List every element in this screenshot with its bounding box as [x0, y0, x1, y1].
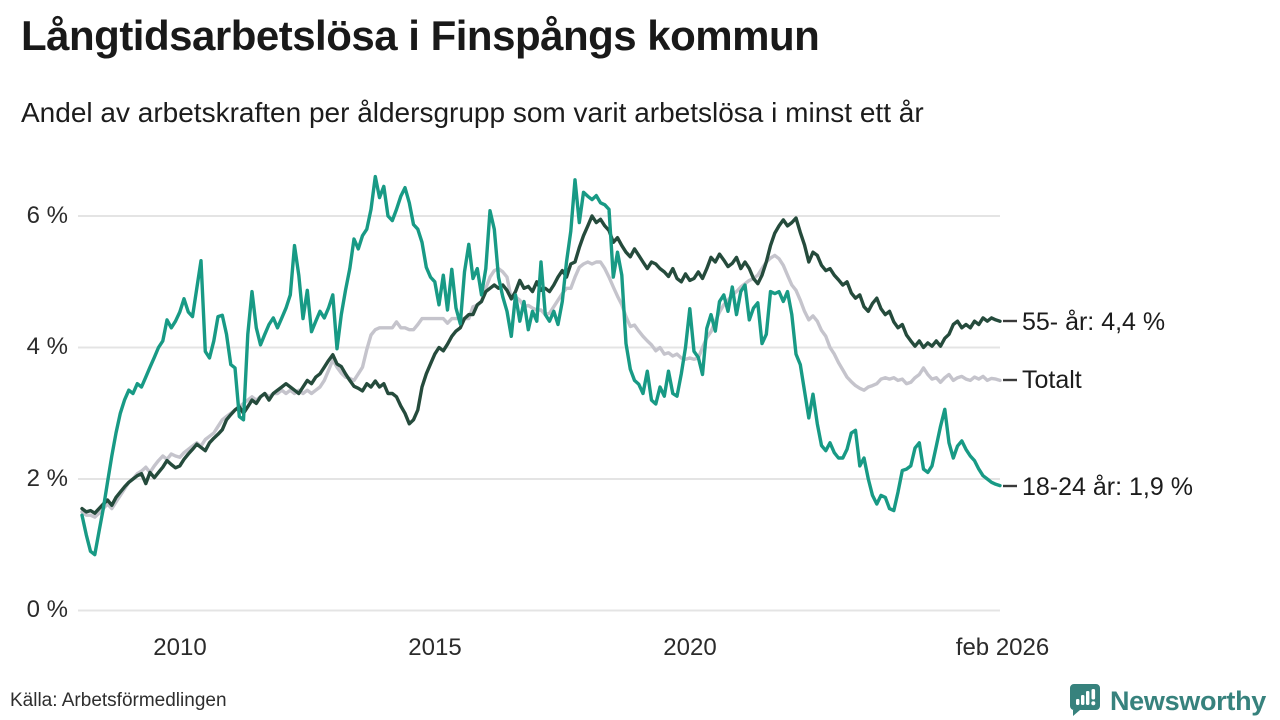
x-tick-feb-2026: feb 2026 [955, 634, 1050, 661]
series-label-18-24-ar: 18-24 år: 1,9 % [1022, 473, 1193, 501]
x-tick-2015: 2015 [408, 634, 462, 661]
page-title: Långtidsarbetslösa i Finspångs kommun [21, 12, 820, 59]
line-18-24-ar [80, 174, 1002, 557]
brand-name: Newsworthy [1109, 686, 1266, 716]
y-tick-4: 4 % [26, 333, 68, 360]
chart-lines [80, 174, 1002, 557]
series-label-totalt: Totalt [1022, 366, 1082, 394]
y-tick-0: 0 % [26, 596, 68, 623]
newsworthy-bubble-chart-icon [1068, 682, 1102, 720]
source-note: Källa: Arbetsförmedlingen [10, 690, 227, 711]
x-tick-2010: 2010 [153, 634, 207, 661]
line-totalt [80, 253, 1002, 519]
x-tick-2020: 2020 [663, 634, 717, 661]
line-55-ar [80, 214, 1002, 515]
label-connectors [1003, 319, 1017, 488]
speech-bubble-shape [1069, 684, 1100, 716]
series-label-55-ar: 55- år: 4,4 % [1022, 308, 1166, 336]
gridlines [78, 215, 1000, 612]
brand-logo: Newsworthy [1068, 682, 1266, 720]
y-tick-6: 6 % [26, 202, 68, 229]
page-subtitle: Andel av arbetskraften per åldersgrupp s… [21, 97, 924, 128]
y-tick-2: 2 % [26, 465, 68, 492]
